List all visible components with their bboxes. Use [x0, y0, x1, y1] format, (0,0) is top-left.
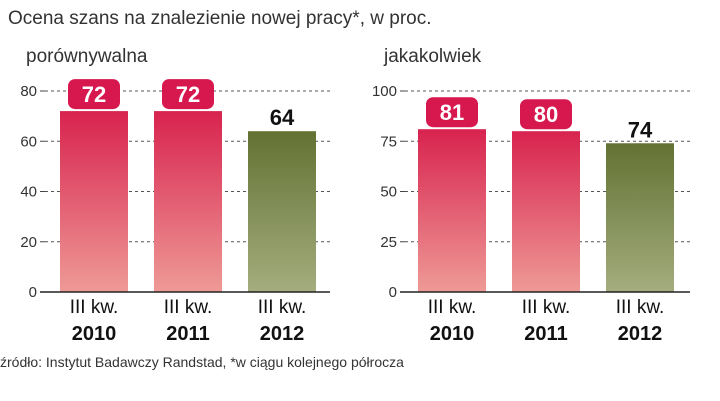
y-tick-label: 50: [380, 184, 397, 201]
bar: [606, 143, 674, 292]
y-tick-label: 80: [20, 83, 37, 100]
y-tick-label: 100: [372, 83, 397, 100]
y-tick-label: 20: [20, 234, 37, 251]
panel-subtitle: porównywalna: [26, 46, 148, 67]
x-tick-label: III kw.: [70, 297, 119, 318]
x-tick-label-year: 2012: [618, 323, 663, 345]
bar: [512, 131, 580, 292]
x-tick-label: III kw.: [428, 297, 477, 318]
bar: [248, 131, 316, 292]
x-tick-label-year: 2010: [430, 323, 475, 345]
chart-panel-1: porównywalna 0 20 40 60 80 72 III kw. 2010 72 III …: [20, 46, 330, 345]
bar: [154, 111, 222, 292]
x-tick-label-year: 2011: [166, 323, 209, 345]
x-tick-label-year: 2010: [72, 323, 117, 345]
x-tick-label-year: 2011: [524, 323, 567, 345]
panel-subtitle: jakakolwiek: [383, 46, 482, 67]
chart-panel-2: jakakolwiek 0 25 50 75 100 81 III kw. 2010 80 III …: [372, 46, 690, 345]
x-tick-label: III kw.: [616, 297, 665, 318]
x-tick-label-year: 2012: [260, 323, 305, 345]
x-tick-label: III kw.: [522, 297, 571, 318]
chart-title: Ocena szans na znalezienie nowej pracy*,…: [8, 8, 432, 29]
y-tick-label: 40: [20, 184, 37, 201]
y-tick-label: 75: [380, 133, 397, 150]
value-label: 80: [534, 102, 558, 127]
value-label-badge: [162, 79, 214, 110]
value-label: 72: [176, 82, 200, 107]
value-label: 81: [440, 100, 464, 125]
bar: [418, 129, 486, 292]
bar: [60, 111, 128, 292]
y-tick-label: 0: [389, 284, 397, 301]
value-label: 64: [270, 105, 295, 130]
x-tick-label: III kw.: [164, 297, 213, 318]
source-note: źródło: Instytut Badawczy Randstad, *w c…: [0, 354, 404, 370]
y-tick-label: 25: [380, 234, 397, 251]
y-tick-label: 60: [20, 133, 37, 150]
value-label-badge: [426, 97, 478, 128]
x-tick-label: III kw.: [258, 297, 307, 318]
value-label-badge: [520, 99, 572, 130]
value-label: 74: [628, 117, 653, 142]
y-tick-label: 0: [29, 284, 37, 301]
value-label: 72: [82, 82, 106, 107]
value-label-badge: [68, 79, 120, 110]
